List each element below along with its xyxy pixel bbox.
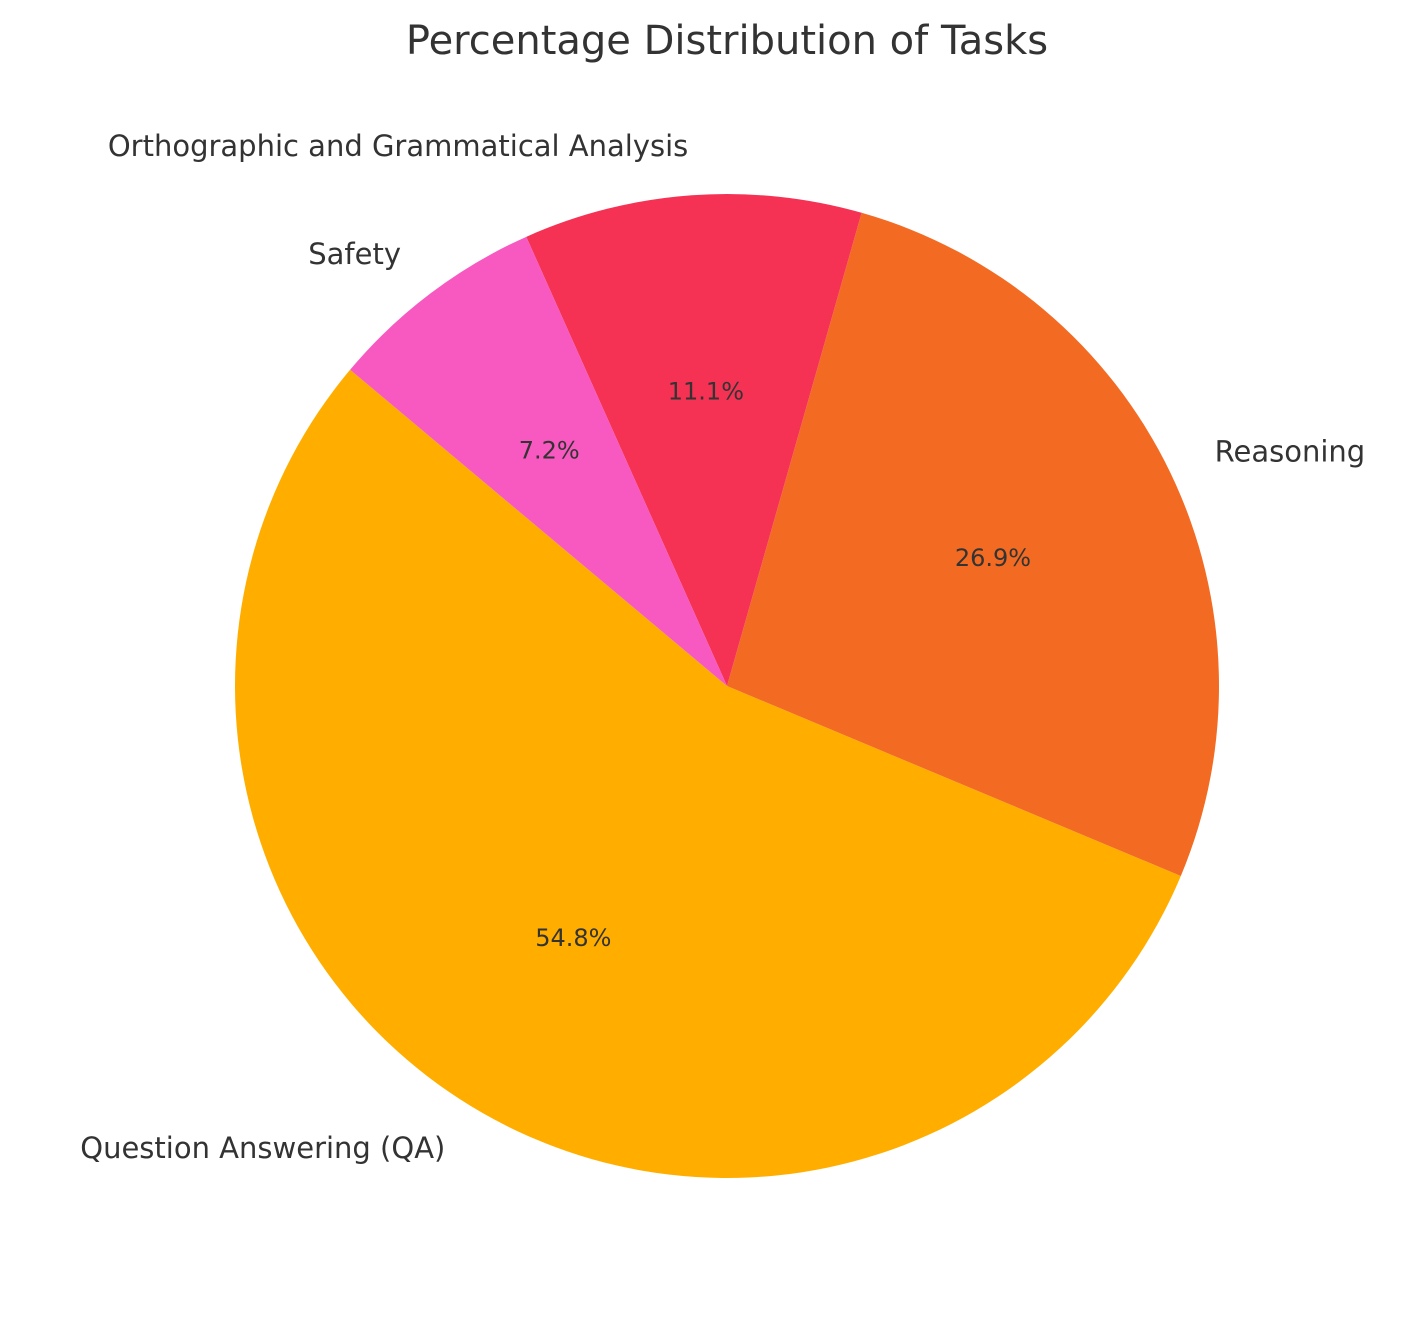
- pie-slice-1: [727, 212, 1219, 877]
- slice-category-label-3: Safety: [308, 237, 401, 271]
- pie-slice-2: [526, 193, 862, 686]
- slice-percent-label-2: 11.1%: [668, 378, 744, 406]
- percent-labels: 54.8% 26.9% 11.1% 7.2%: [519, 378, 1031, 953]
- pie-slices: [234, 193, 1219, 1179]
- slice-percent-label-3: 7.2%: [519, 436, 580, 464]
- slice-category-label-0: Question Answering (QA): [80, 1131, 445, 1165]
- slice-percent-label-0: 54.8%: [535, 924, 611, 952]
- pie-slice-3: [350, 236, 727, 686]
- slice-percent-label-1: 26.9%: [955, 544, 1031, 572]
- slice-category-label-2: Orthographic and Grammatical Analysis: [108, 129, 688, 163]
- slice-category-label-1: Reasoning: [1215, 434, 1366, 468]
- category-labels: Question Answering (QA) Reasoning Orthogra…: [80, 129, 1365, 1165]
- pie-slice-0: [234, 369, 1181, 1179]
- chart-title: Percentage Distribution of Tasks: [406, 18, 1048, 64]
